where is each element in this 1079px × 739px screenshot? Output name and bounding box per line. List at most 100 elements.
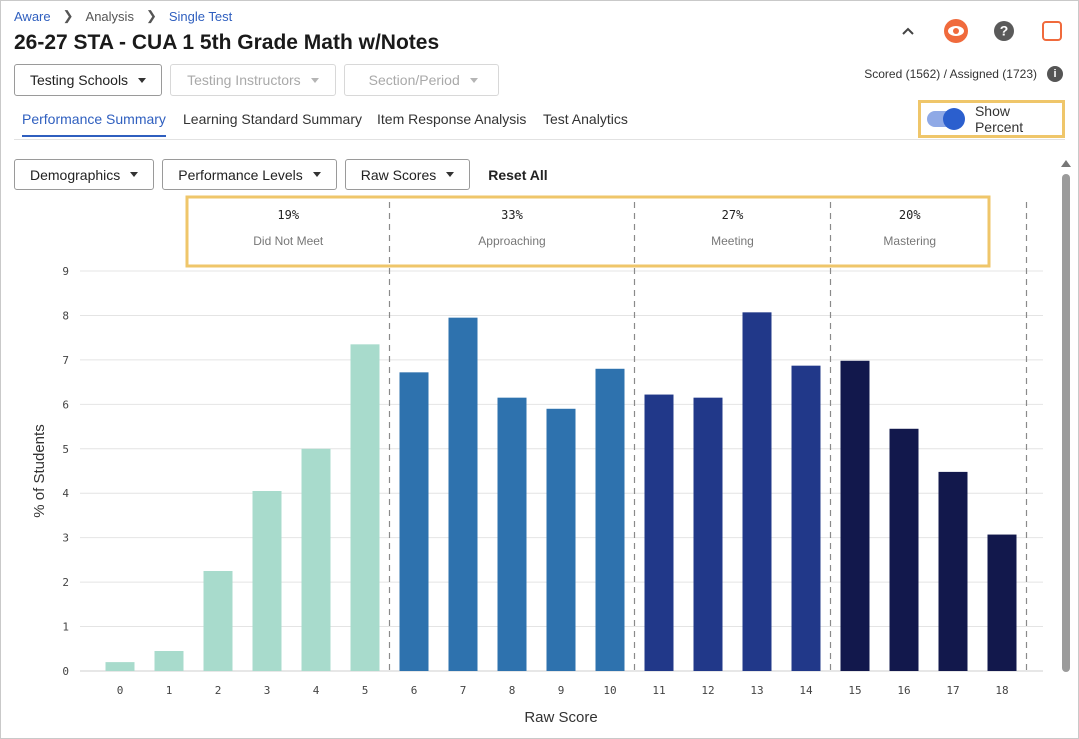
bar: [399, 372, 429, 671]
level-name: Did Not Meet: [253, 234, 324, 248]
x-tick-label: 16: [897, 684, 910, 697]
tab-bar: Performance Summary Learning Standard Su…: [14, 100, 1065, 140]
bar: [252, 491, 282, 671]
show-percent-control: Show Percent: [918, 100, 1065, 138]
bar: [840, 360, 870, 671]
header-actions: ?: [873, 18, 1065, 44]
caret-down-icon: [446, 172, 455, 177]
show-percent-label: Show Percent: [974, 103, 1024, 135]
chevron-right-icon: ❯: [62, 8, 74, 23]
bar: [448, 317, 478, 671]
scored-assigned-count: Scored (1562) / Assigned (1723) i: [864, 66, 1063, 82]
bar: [693, 397, 723, 671]
breadcrumb-section: Analysis: [85, 8, 134, 24]
caret-down-icon: [312, 172, 321, 177]
section-period-dropdown[interactable]: Section/Period: [343, 64, 499, 96]
x-tick-label: 18: [995, 684, 1008, 697]
vertical-scrollbar[interactable]: [1061, 158, 1071, 678]
caret-down-icon: [130, 172, 139, 177]
caret-down-icon: [310, 77, 319, 83]
x-tick-label: 2: [215, 684, 222, 697]
performance-levels-dropdown[interactable]: Performance Levels: [162, 159, 337, 190]
reset-all-button[interactable]: Reset All: [488, 166, 548, 183]
bar: [889, 428, 919, 671]
bar: [350, 344, 380, 671]
x-tick-label: 3: [264, 684, 271, 697]
y-tick-label: 0: [62, 665, 69, 678]
testing-instructors-label: Testing Instructors: [187, 72, 301, 88]
bar: [595, 368, 625, 671]
y-tick-label: 8: [62, 309, 69, 322]
y-tick-label: 6: [62, 398, 69, 411]
x-axis-label: Raw Score: [524, 709, 597, 726]
y-tick-label: 4: [62, 487, 69, 500]
scored-assigned-text: Scored (1562) / Assigned (1723): [864, 67, 1037, 81]
x-tick-label: 14: [799, 684, 813, 697]
toggle-knob: [942, 108, 965, 130]
breadcrumb: Aware ❯ Analysis ❯ Single Test: [14, 8, 232, 24]
bar: [987, 534, 1017, 671]
tab-learning-standard-summary[interactable]: Learning Standard Summary: [183, 111, 362, 127]
y-axis-label: % of Students: [31, 424, 48, 517]
tab-performance-summary[interactable]: Performance Summary: [22, 111, 166, 137]
scrollbar-thumb[interactable]: [1062, 174, 1070, 672]
x-tick-label: 5: [362, 684, 369, 697]
x-tick-label: 1: [166, 684, 173, 697]
breadcrumb-home-link[interactable]: Aware: [14, 8, 51, 24]
x-tick-label: 6: [411, 684, 418, 697]
y-tick-label: 2: [62, 576, 69, 589]
x-tick-label: 4: [313, 684, 320, 697]
y-tick-label: 5: [62, 443, 69, 456]
bar: [203, 571, 233, 671]
bar: [791, 365, 821, 671]
x-tick-label: 12: [701, 684, 714, 697]
demographics-dropdown[interactable]: Demographics: [14, 159, 155, 190]
x-tick-label: 13: [750, 684, 763, 697]
performance-level-summary: [185, 195, 991, 268]
tab-test-analytics[interactable]: Test Analytics: [543, 111, 628, 127]
bar: [742, 312, 772, 671]
level-name: Approaching: [478, 234, 545, 248]
raw-scores-dropdown[interactable]: Raw Scores: [344, 159, 471, 190]
level-percent: 20%: [899, 208, 921, 222]
bar: [497, 397, 527, 671]
y-tick-label: 7: [62, 354, 69, 367]
y-tick-label: 3: [62, 532, 69, 545]
section-period-label: Section/Period: [368, 72, 460, 88]
testing-instructors-dropdown[interactable]: Testing Instructors: [170, 64, 336, 96]
bar: [938, 471, 968, 671]
chevron-right-icon: ❯: [145, 8, 157, 23]
raw-scores-label: Raw Scores: [360, 166, 437, 183]
chart-controls: Demographics Performance Levels Raw Scor…: [14, 159, 548, 190]
x-tick-label: 7: [460, 684, 467, 697]
scroll-up-arrow-icon[interactable]: [1061, 160, 1071, 167]
x-tick-label: 9: [558, 684, 565, 697]
page-title: 26-27 STA - CUA 1 5th Grade Math w/Notes: [14, 31, 440, 54]
bar: [546, 408, 576, 671]
level-percent: 19%: [277, 208, 299, 222]
breadcrumb-current-link[interactable]: Single Test: [168, 8, 233, 24]
show-percent-toggle[interactable]: [927, 108, 965, 130]
x-tick-label: 8: [509, 684, 516, 697]
x-tick-label: 17: [946, 684, 959, 697]
bar: [105, 662, 135, 671]
level-percent: 27%: [722, 208, 744, 222]
x-tick-label: 11: [652, 684, 665, 697]
tab-item-response-analysis[interactable]: Item Response Analysis: [377, 111, 527, 127]
bar: [644, 394, 674, 671]
performance-levels-label: Performance Levels: [178, 166, 303, 183]
demographics-label: Demographics: [30, 166, 121, 183]
bar: [154, 651, 184, 671]
testing-schools-dropdown[interactable]: Testing Schools: [14, 64, 163, 96]
eye-icon[interactable]: [943, 18, 969, 44]
x-tick-label: 10: [603, 684, 616, 697]
chevron-up-icon[interactable]: [895, 18, 921, 44]
x-tick-label: 0: [117, 684, 124, 697]
help-icon[interactable]: ?: [991, 18, 1017, 44]
svg-text:?: ?: [1000, 23, 1009, 39]
square-icon[interactable]: [1039, 18, 1065, 44]
level-name: Meeting: [711, 234, 754, 248]
info-icon[interactable]: i: [1047, 66, 1063, 82]
bar: [301, 448, 331, 671]
